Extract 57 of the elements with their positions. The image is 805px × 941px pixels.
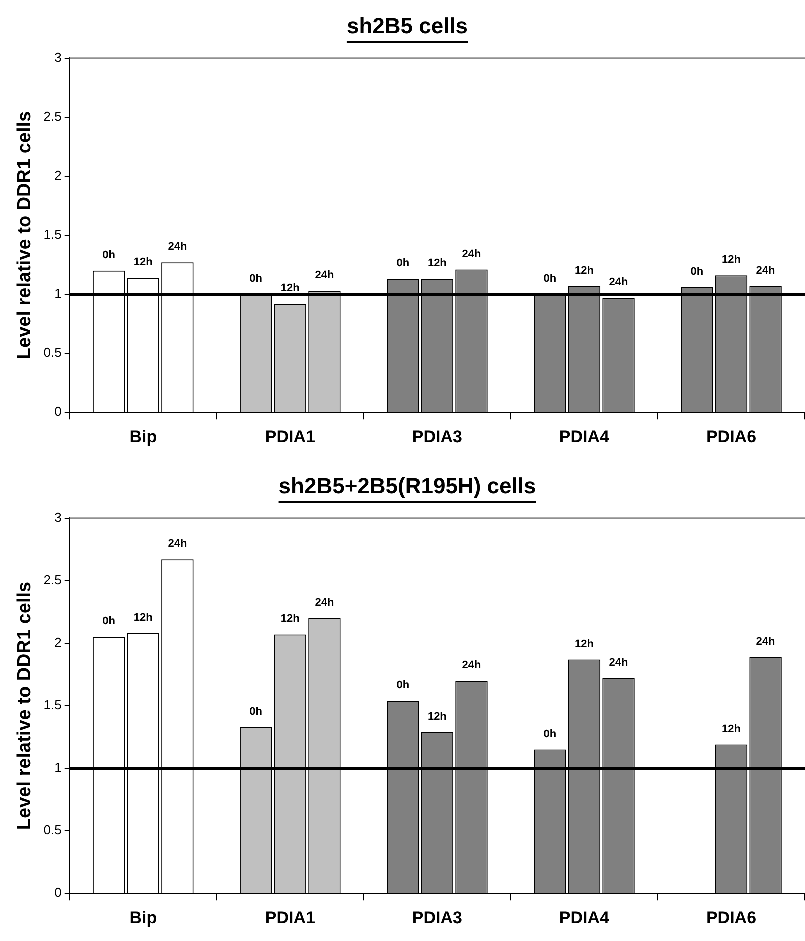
- y-tick-label: 2.5: [44, 109, 62, 124]
- series-label: 24h: [315, 270, 334, 282]
- text: 12h: [280, 282, 300, 295]
- x-tick-label: Bip: [130, 908, 158, 928]
- y-tick-label: 0.5: [44, 822, 62, 838]
- text: 0h: [396, 258, 410, 270]
- text: 24h: [168, 241, 188, 254]
- text: 0h: [102, 616, 116, 628]
- text: 12h: [428, 258, 447, 270]
- series-label: 0h: [250, 706, 263, 718]
- text: 12h: [722, 254, 741, 266]
- y-tick-label: 1: [54, 760, 62, 776]
- text: 0h: [102, 249, 116, 262]
- y-tick-label: 2.5: [44, 572, 62, 588]
- series-label: 12h: [134, 612, 154, 624]
- text: 24h: [756, 636, 776, 648]
- text: 24h: [462, 248, 482, 260]
- text: 0h: [544, 273, 557, 286]
- text: 0h: [250, 273, 263, 286]
- y-axis-title: Level relative to DDR1 cells: [14, 111, 36, 360]
- x-tick-label: PDIA1: [265, 427, 316, 446]
- text: 24h: [756, 264, 776, 277]
- text: 12h: [574, 638, 594, 650]
- y-tick-label: 1: [54, 286, 62, 302]
- text: 12h: [280, 613, 300, 626]
- x-tick-label: PDIA3: [412, 427, 462, 446]
- text: 0h: [396, 680, 410, 692]
- x-tick-label: PDIA3: [412, 908, 462, 928]
- y-tick-label: 2: [54, 635, 62, 650]
- text: 0h: [544, 728, 557, 740]
- y-tick-label: 1.5: [44, 698, 62, 713]
- text: 12h: [722, 723, 741, 736]
- text: 12h: [428, 710, 447, 723]
- x-tick-label: PDIA4: [559, 908, 610, 928]
- y-axis-title: Level relative to DDR1 cells: [14, 582, 36, 830]
- y-tick-label: 0.5: [44, 345, 62, 360]
- y-tick-label: 3: [54, 510, 62, 525]
- text: 24h: [315, 596, 334, 609]
- text: 24h: [462, 660, 482, 672]
- x-tick-label: PDIA6: [706, 908, 757, 928]
- series-label: 0h: [690, 266, 704, 278]
- x-tick-label: PDIA1: [265, 908, 316, 928]
- chart-title: sh2B5 cells: [346, 13, 468, 38]
- y-tick-label: 3: [54, 50, 62, 65]
- y-tick-label: 2: [54, 168, 62, 184]
- text: 24h: [609, 657, 628, 670]
- chart-title: sh2B5+2B5(R195H) cells: [278, 473, 536, 498]
- series-label: 24h: [168, 538, 188, 550]
- y-tick-label: 0: [54, 404, 62, 420]
- x-tick-label: PDIA6: [706, 427, 757, 446]
- text: 12h: [574, 264, 594, 277]
- text: 24h: [609, 276, 628, 289]
- y-tick-label: 0: [54, 885, 62, 900]
- x-tick-label: PDIA4: [559, 427, 610, 446]
- x-tick-label: Bip: [130, 427, 158, 446]
- y-tick-label: 1.5: [44, 227, 62, 242]
- series-label: 12h: [134, 256, 154, 269]
